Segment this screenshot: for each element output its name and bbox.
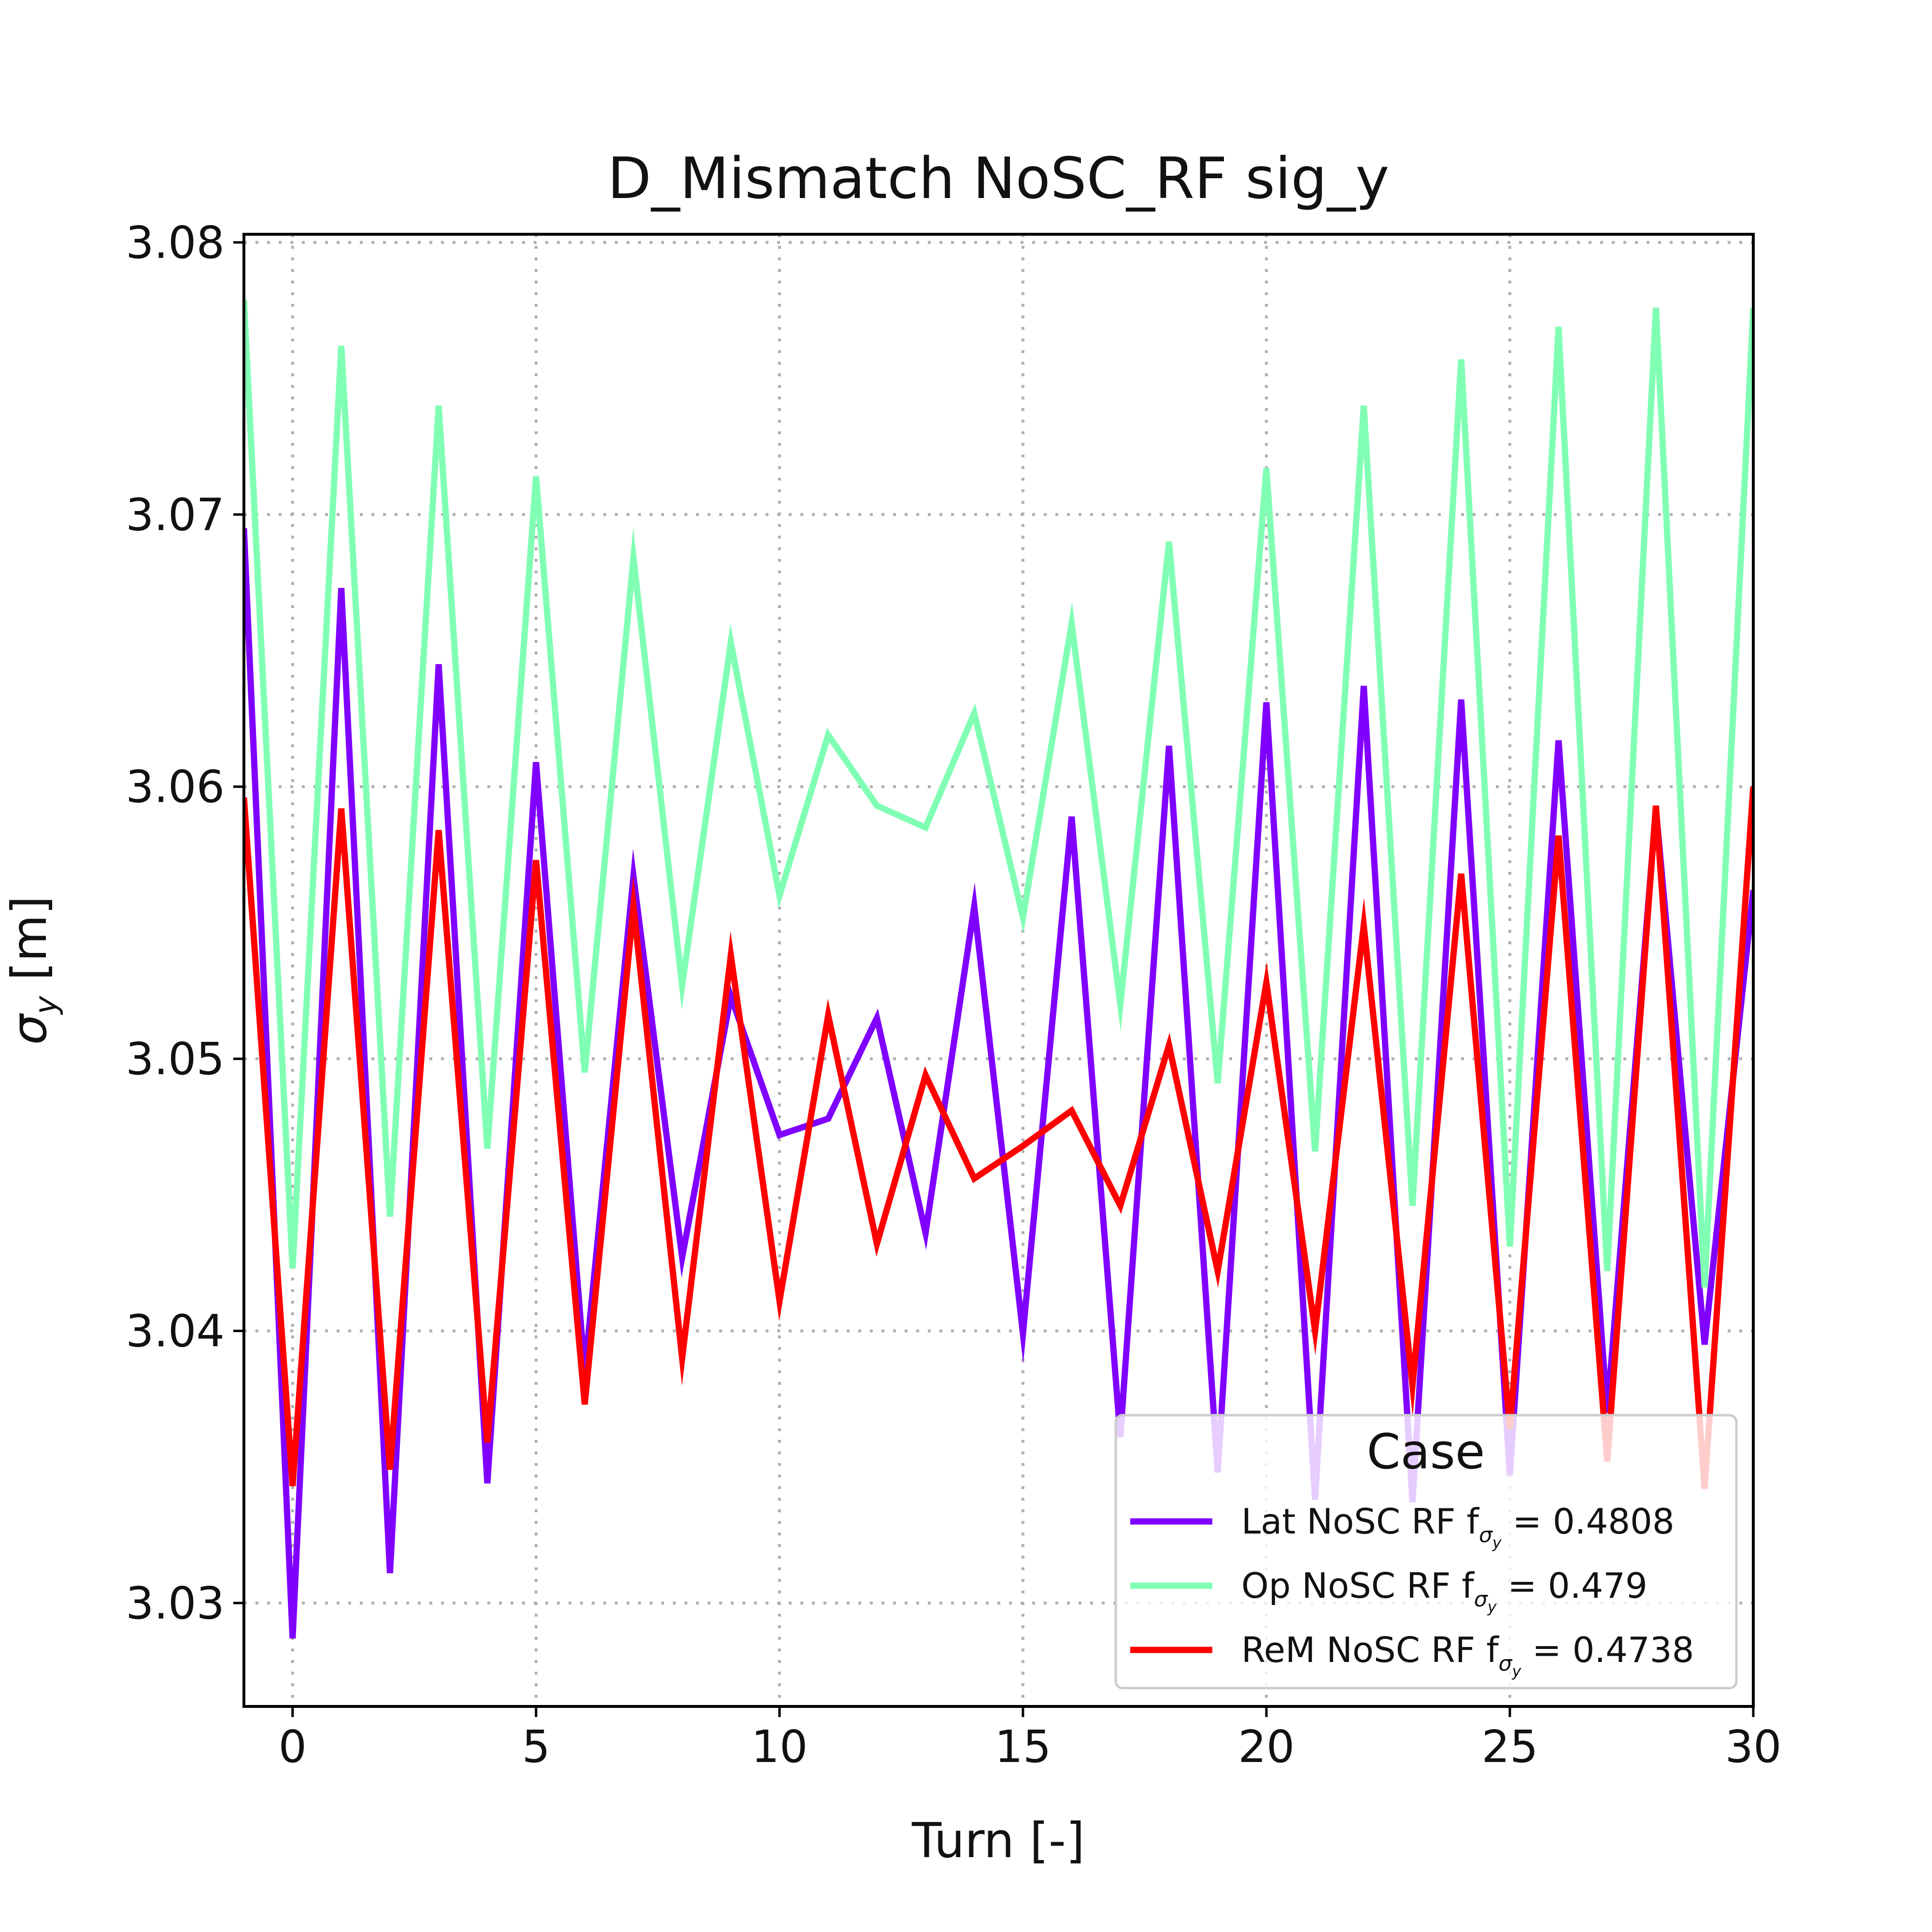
x-tick-label: 10 — [751, 1721, 808, 1773]
x-tick-label: 30 — [1725, 1721, 1781, 1773]
legend-box — [1114, 1414, 1738, 1690]
y-axis-label-unit: [m] — [1, 896, 57, 996]
legend: Case Lat NoSC RF fσy = 0.4808 Op NoSC RF … — [1114, 1414, 1738, 1690]
legend-label: Op NoSC RF fσy = 0.479 — [1241, 1565, 1648, 1616]
x-tick-label: 20 — [1238, 1721, 1294, 1773]
y-tick-label: 3.07 — [126, 489, 225, 540]
x-tick-label: 25 — [1481, 1721, 1538, 1773]
x-tick-label: 0 — [279, 1721, 307, 1773]
y-tick-label: 3.08 — [126, 217, 225, 269]
x-axis-label: Turn [-] — [911, 1812, 1085, 1869]
series-lines — [244, 299, 1753, 1639]
y-tick-label: 3.04 — [126, 1306, 225, 1357]
x-tick-label: 15 — [994, 1721, 1051, 1773]
legend-title: Case — [1367, 1423, 1485, 1480]
y-axis-label-subscript: y — [28, 995, 64, 1015]
legend-entries: Lat NoSC RF fσy = 0.4808 Op NoSC RF fσy =… — [1130, 1501, 1694, 1680]
series-line — [244, 786, 1753, 1489]
y-tick-label: 3.06 — [126, 761, 225, 813]
y-axis-label-symbol: σ — [1, 1013, 57, 1045]
axis-ticks: 0 5 10 15 20 25 30 3.03 3.04 3.05 3.06 3.07 3.08 — [126, 217, 1781, 1773]
y-tick-label: 3.05 — [126, 1033, 225, 1085]
y-tick-label: 3.03 — [126, 1577, 225, 1629]
chart-title: D_Mismatch NoSC_RF sig_y — [608, 145, 1390, 212]
plot-frame — [242, 233, 1755, 1708]
x-tick-label: 5 — [522, 1721, 551, 1773]
series-line — [244, 299, 1753, 1288]
legend-label: ReM NoSC RF fσy = 0.4738 — [1241, 1630, 1694, 1680]
y-axis-label: σy [m] — [1, 896, 64, 1045]
legend-label: Lat NoSC RF fσy = 0.4808 — [1241, 1501, 1675, 1552]
